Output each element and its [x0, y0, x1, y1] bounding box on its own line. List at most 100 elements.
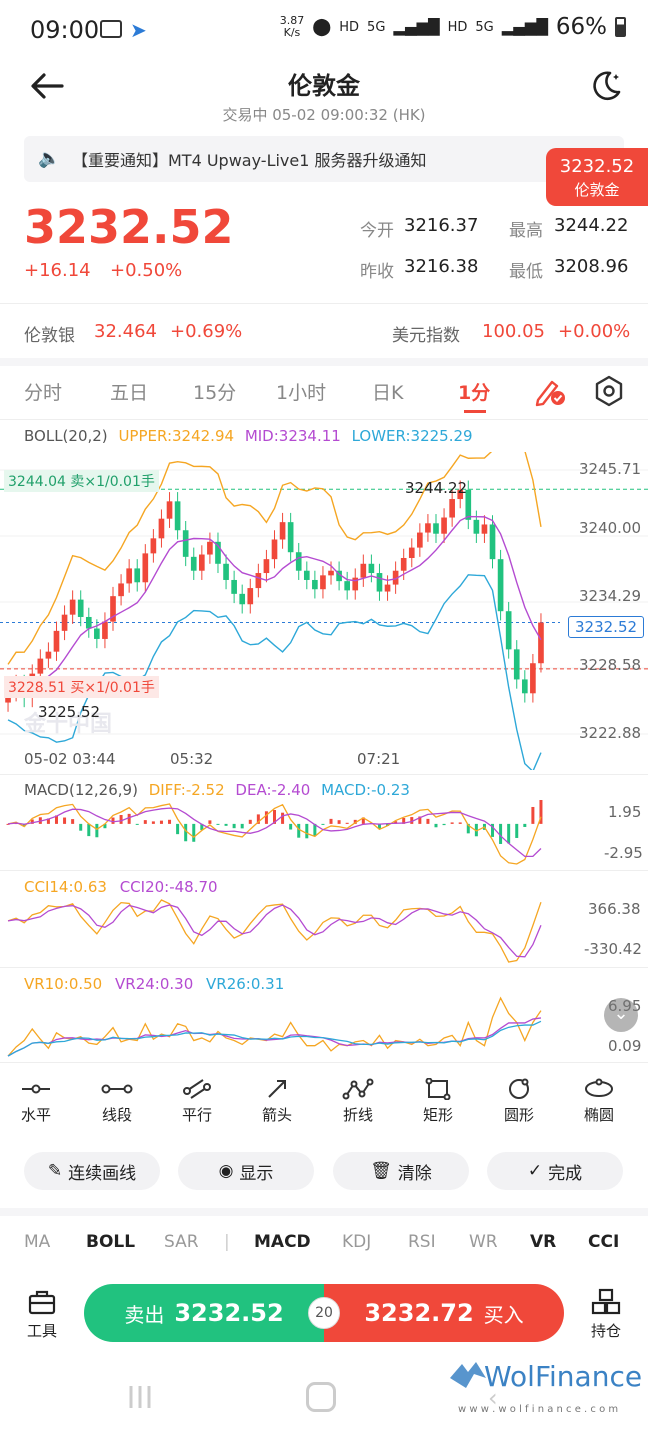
tool-segment[interactable]: 线段 [77, 1078, 157, 1125]
macd-bar [30, 819, 34, 824]
candle-body [94, 628, 100, 639]
macd-bar [305, 823, 309, 839]
recent-apps-icon[interactable] [126, 1384, 154, 1410]
sell-button[interactable]: 卖出 3232.52 [84, 1284, 324, 1342]
candle-body [255, 573, 262, 589]
indicator-rsi[interactable]: RSI [408, 1232, 436, 1252]
indicator-vr[interactable]: VR [530, 1232, 557, 1252]
x-tick: 07:21 [357, 750, 401, 768]
buy-order-label[interactable]: 3228.51 买×1/0.01手 [4, 676, 159, 698]
home-icon[interactable] [306, 1382, 336, 1412]
buy-button[interactable]: 3232.72 买入 [324, 1284, 564, 1342]
clear-button[interactable]: 🗑 清除 [333, 1152, 469, 1190]
tool-parallel[interactable]: 平行 [157, 1078, 237, 1125]
tool-rectangle[interactable]: 矩形 [398, 1077, 478, 1125]
macd-bar [216, 823, 220, 825]
macd-bar [289, 823, 293, 830]
indicator-ma[interactable]: MA [24, 1232, 51, 1252]
continuous-draw-button[interactable]: ✎ 连续画线 [24, 1152, 160, 1190]
nav-bar: 伦敦金 交易中 05-02 09:00:32 (HK) [0, 62, 648, 132]
positions-button[interactable]: 持仓 [586, 1288, 626, 1341]
macd-bar [499, 823, 503, 844]
rectangle-icon [425, 1077, 451, 1101]
done-button[interactable]: ✓ 完成 [487, 1152, 623, 1190]
dxy-label: 美元指数 [392, 326, 460, 346]
pen-icon: ✎ [47, 1161, 63, 1181]
location-icon: ⬤ [312, 17, 332, 37]
indicator-macd[interactable]: MACD [254, 1232, 311, 1252]
macd-bar [224, 823, 228, 826]
macd-value: MACD:-0.23 [321, 781, 410, 799]
vr-chart[interactable] [0, 994, 560, 1060]
indicator-line [7, 996, 542, 1057]
macd-bar [135, 823, 139, 825]
y-tick: 3240.00 [579, 519, 642, 537]
tab-15min[interactable]: 15分 [193, 382, 237, 404]
tool-arrow[interactable]: 箭头 [237, 1078, 317, 1125]
show-button[interactable]: ◉ 显示 [178, 1152, 314, 1190]
cci20: CCI20:-48.70 [119, 878, 218, 896]
candle-body [489, 524, 496, 560]
cci-tick: 366.38 [588, 900, 641, 918]
tool-label: 平行 [181, 1106, 212, 1124]
macd-bar [119, 815, 123, 824]
sell-order-label[interactable]: 3244.04 卖×1/0.01手 [4, 470, 159, 492]
back-arrow-icon[interactable] [28, 66, 68, 106]
macd-bar [377, 823, 381, 830]
indicator-wr[interactable]: WR [469, 1232, 498, 1252]
macd-bar [95, 823, 99, 838]
indicator-cci[interactable]: CCI [588, 1232, 620, 1252]
macd-bar [418, 816, 422, 824]
price-tag: 3232.52 伦敦金 [546, 148, 648, 206]
tool-label: 椭圆 [583, 1106, 614, 1124]
tab-five-day[interactable]: 五日 [110, 382, 149, 404]
candle-body [85, 616, 92, 629]
macd-bar [111, 817, 115, 824]
related-quotes[interactable]: 伦敦银 32.464 +0.69% 美元指数 100.05 +0.00% [24, 321, 630, 347]
macd-diff: DIFF:-2.52 [148, 781, 225, 799]
macd-bar [361, 817, 365, 824]
cci14: CCI14:0.63 [24, 878, 107, 896]
candle-body [303, 570, 310, 580]
candle-body [287, 522, 294, 553]
boll-lower-line [7, 574, 542, 770]
candle-body [368, 563, 375, 574]
macd-legend: MACD(12,26,9) DIFF:-2.52 DEA:-2.40 MACD:… [24, 781, 410, 799]
indicator-boll[interactable]: BOLL [86, 1232, 136, 1252]
indicator-kdj[interactable]: KDJ [342, 1232, 372, 1252]
candle-body [126, 568, 132, 584]
done-label: 完成 [548, 1163, 583, 1184]
draw-pen-icon[interactable] [532, 374, 568, 408]
tool-horizontal[interactable]: 水平 [0, 1078, 76, 1125]
tab-1hour[interactable]: 1小时 [276, 382, 327, 404]
macd-bar [127, 813, 131, 824]
notice-banner[interactable]: 🔈 【重要通知】MT4 Upway-Live1 服务器升级通知 [24, 136, 624, 182]
tool-polyline[interactable]: 折线 [318, 1078, 398, 1125]
polyline-icon [342, 1078, 374, 1100]
dark-mode-moon-icon[interactable] [588, 68, 624, 104]
macd-bar [321, 823, 325, 825]
tool-circle[interactable]: 圆形 [479, 1078, 559, 1125]
macd-bar [442, 823, 446, 826]
tab-1min[interactable]: 1分 [458, 382, 491, 404]
back-nav-icon[interactable]: ‹ [488, 1384, 498, 1412]
check-circle-icon: ✓ [527, 1161, 543, 1181]
candle-body [530, 663, 536, 694]
indicator-sar[interactable]: SAR [164, 1232, 199, 1252]
tools-button[interactable]: 工具 [22, 1288, 62, 1341]
macd-bar [402, 817, 406, 824]
cci-chart[interactable] [0, 896, 560, 966]
collapse-chevron-icon[interactable]: ⌄ [604, 998, 638, 1032]
app-notification-icon: ➤ [130, 18, 147, 42]
candle-body [505, 611, 512, 650]
tab-daily[interactable]: 日K [372, 382, 404, 404]
current-price: 3232.52 [24, 200, 234, 254]
tab-timeshare[interactable]: 分时 [24, 382, 63, 404]
horizontal-line-icon [22, 1084, 50, 1094]
candle-body [513, 649, 520, 680]
macd-chart[interactable] [0, 800, 560, 868]
tool-ellipse[interactable]: 椭圆 [559, 1078, 639, 1125]
eye-icon: ◉ [218, 1161, 234, 1181]
settings-hexagon-icon[interactable] [592, 374, 626, 408]
candle-body [384, 584, 391, 592]
